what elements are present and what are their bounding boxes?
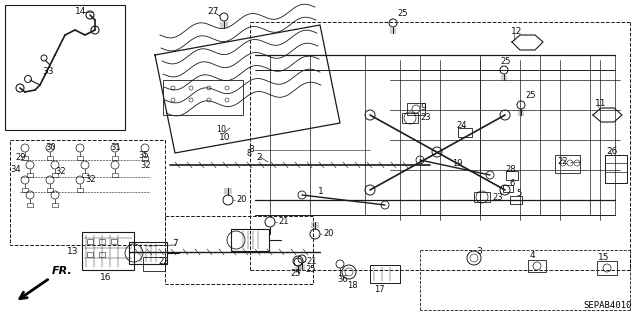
- Bar: [528, 260, 546, 272]
- Text: 21: 21: [278, 218, 289, 226]
- Bar: [605, 155, 627, 183]
- Text: 23: 23: [492, 192, 502, 202]
- Text: 25: 25: [290, 270, 301, 278]
- Text: 8: 8: [248, 145, 253, 154]
- Text: 4: 4: [530, 251, 536, 261]
- Bar: [22, 156, 28, 160]
- Bar: [129, 242, 167, 264]
- Bar: [510, 196, 522, 204]
- Text: 1: 1: [318, 188, 324, 197]
- Bar: [52, 203, 58, 207]
- Bar: [143, 257, 165, 271]
- Text: 10: 10: [219, 132, 230, 142]
- Bar: [82, 173, 88, 177]
- Text: 33: 33: [42, 68, 54, 77]
- Text: 6: 6: [509, 179, 515, 188]
- Text: 23: 23: [420, 114, 431, 122]
- Text: 11: 11: [595, 99, 607, 108]
- Bar: [370, 265, 400, 283]
- Text: 35: 35: [138, 152, 148, 160]
- Text: 30: 30: [45, 143, 56, 152]
- Text: 20: 20: [323, 229, 333, 239]
- Bar: [27, 173, 33, 177]
- Bar: [87, 239, 93, 244]
- Bar: [111, 239, 117, 244]
- Text: SEPAB4010: SEPAB4010: [584, 301, 632, 310]
- Text: 10: 10: [216, 125, 226, 135]
- Text: 12: 12: [511, 26, 522, 35]
- Bar: [99, 239, 105, 244]
- Bar: [402, 113, 418, 123]
- Text: FR.: FR.: [52, 266, 73, 276]
- Text: 5: 5: [516, 189, 521, 198]
- Bar: [112, 173, 118, 177]
- Text: 15: 15: [598, 253, 609, 262]
- Bar: [47, 188, 53, 192]
- Text: 7: 7: [172, 240, 178, 249]
- Text: 24: 24: [456, 121, 467, 130]
- Bar: [503, 185, 513, 192]
- Text: 22: 22: [557, 158, 568, 167]
- Text: 25: 25: [500, 57, 511, 66]
- Text: 25: 25: [305, 265, 316, 275]
- Bar: [82, 232, 134, 270]
- Bar: [597, 261, 617, 275]
- Text: 28: 28: [505, 165, 516, 174]
- Text: 9: 9: [420, 102, 426, 112]
- Bar: [87, 252, 93, 257]
- Text: 13: 13: [67, 248, 79, 256]
- Bar: [506, 171, 518, 180]
- Bar: [5, 5, 125, 130]
- Bar: [142, 156, 148, 160]
- Text: 17: 17: [374, 285, 385, 293]
- Bar: [47, 156, 53, 160]
- Text: 25: 25: [525, 92, 536, 100]
- Text: 21: 21: [306, 256, 317, 265]
- Bar: [231, 229, 269, 251]
- Text: 32: 32: [140, 160, 150, 169]
- Text: 2: 2: [256, 153, 262, 162]
- Bar: [555, 155, 580, 173]
- Text: 25: 25: [397, 9, 408, 18]
- Text: 14: 14: [75, 8, 86, 17]
- Text: 32: 32: [85, 174, 95, 183]
- Text: 20: 20: [236, 196, 246, 204]
- Text: 27: 27: [207, 6, 218, 16]
- Bar: [77, 156, 83, 160]
- Text: 16: 16: [100, 273, 111, 283]
- Text: 31: 31: [110, 143, 120, 152]
- Text: 19: 19: [452, 159, 463, 167]
- Bar: [10, 140, 165, 245]
- Bar: [458, 128, 472, 137]
- Text: 29: 29: [15, 153, 26, 162]
- Bar: [52, 173, 58, 177]
- Bar: [407, 103, 425, 115]
- Text: 34: 34: [10, 166, 20, 174]
- Text: 26: 26: [606, 146, 618, 155]
- Bar: [27, 203, 33, 207]
- Bar: [22, 188, 28, 192]
- Bar: [474, 192, 490, 202]
- Text: 8: 8: [246, 150, 252, 159]
- Text: 36: 36: [337, 275, 348, 284]
- Text: 32: 32: [55, 167, 66, 176]
- Text: 3: 3: [476, 248, 482, 256]
- Bar: [112, 156, 118, 160]
- Text: 22: 22: [158, 257, 168, 266]
- Bar: [99, 252, 105, 257]
- Bar: [163, 80, 243, 115]
- Text: 18: 18: [347, 281, 358, 291]
- Bar: [165, 216, 313, 284]
- Bar: [77, 188, 83, 192]
